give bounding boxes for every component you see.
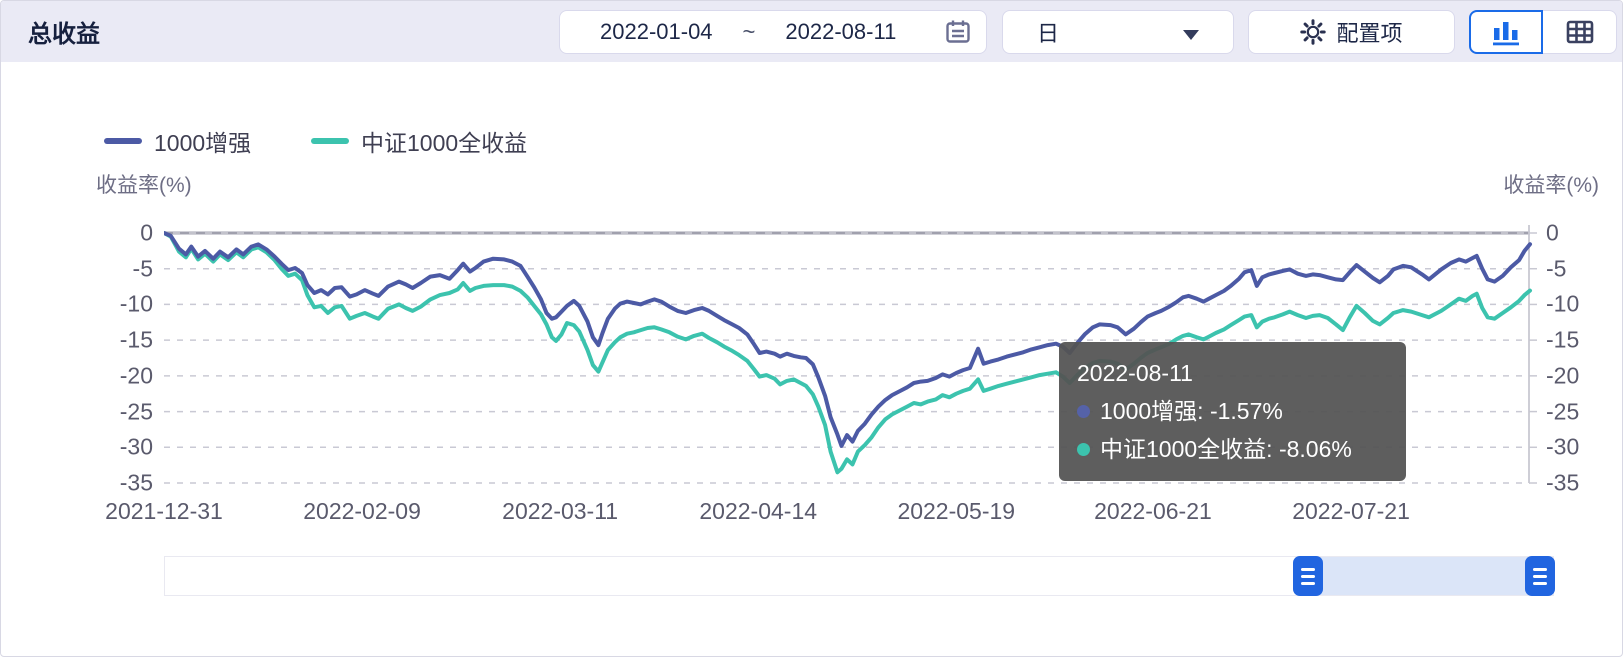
config-button[interactable]: 配置项 (1248, 10, 1455, 54)
calendar-icon[interactable] (944, 18, 972, 46)
series-dot-blue (1077, 404, 1090, 418)
view-toggle (1469, 10, 1617, 54)
tooltip-series-value: -8.06% (1278, 436, 1352, 462)
frequency-select[interactable]: 日 (1002, 10, 1234, 54)
datazoom-right-handle[interactable] (1524, 556, 1555, 596)
chart-view-button[interactable] (1469, 10, 1543, 54)
legend-marker-teal (311, 138, 349, 144)
legend-marker-blue (104, 138, 142, 144)
datazoom-left-handle[interactable] (1292, 556, 1323, 596)
legend-item-series-1[interactable]: 中证1000全收益 (311, 124, 527, 158)
legend-label: 1000增强 (154, 130, 252, 156)
tooltip-date: 2022-08-11 (1077, 360, 1193, 386)
date-separator: ~ (742, 19, 756, 44)
table-icon (1565, 18, 1595, 46)
chevron-down-icon (1183, 30, 1199, 40)
date-range-picker[interactable]: 2022-01-04 ~ 2022-08-11 (559, 10, 987, 54)
datazoom-track[interactable] (164, 556, 1555, 596)
date-start[interactable]: 2022-01-04 (600, 19, 713, 44)
frequency-value: 日 (1037, 21, 1060, 46)
tooltip-series-name: 1000增强 (1100, 398, 1198, 424)
datazoom-selected-region[interactable] (1307, 557, 1540, 595)
page-title: 总收益 (28, 21, 100, 48)
tooltip-series-value: -1.57% (1209, 398, 1283, 424)
y-axis-name-left: 收益率(%) (96, 174, 192, 197)
header-bar: 总收益 2022-01-04 ~ 2022-08-11 日 (1, 1, 1622, 62)
y-axis-name-right: 收益率(%) (1503, 174, 1599, 197)
tooltip-row-0: 1000增强: -1.57% (1077, 392, 1388, 430)
config-button-label: 配置项 (1336, 21, 1403, 46)
legend-label: 中证1000全收益 (361, 130, 528, 156)
tooltip-series-name: 中证1000全收益 (1100, 436, 1267, 462)
legend-item-series-0[interactable]: 1000增强 (104, 124, 251, 158)
date-end[interactable]: 2022-08-11 (785, 19, 897, 44)
table-view-button[interactable] (1543, 10, 1617, 54)
gear-icon (1300, 19, 1327, 45)
series-dot-teal (1077, 442, 1090, 456)
tooltip-row-1: 中证1000全收益: -8.06% (1077, 430, 1388, 468)
bar-chart-icon (1491, 18, 1521, 46)
line-chart-plot[interactable] (164, 221, 1538, 493)
chart-tooltip: 2022-08-11 1000增强: -1.57% 中证1000全收益: -8.… (1059, 342, 1406, 481)
